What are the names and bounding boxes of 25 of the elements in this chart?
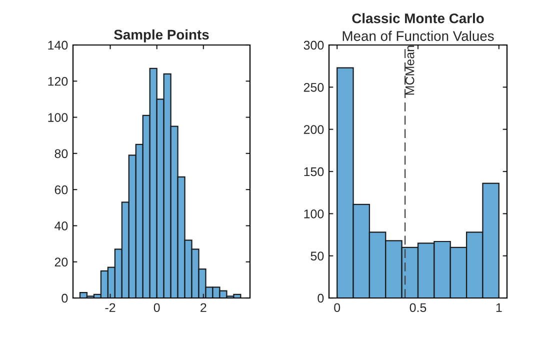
y-tick-label: 100 [304,209,324,218]
chart-subtitle: Mean of Function Values [342,30,494,41]
x-tick-label: 1 [496,303,502,312]
x-tick-label: 2 [200,303,206,312]
y-tick-label: 150 [304,167,324,176]
y-tick-label: 60 [54,185,68,194]
x-tick-label: 0 [154,303,160,312]
chart-title: Sample Points [114,29,209,42]
chart-title: Classic Monte Carlo [352,13,484,24]
y-tick-label: 120 [48,76,68,86]
y-tick-label: 50 [310,252,324,260]
y-tick-label: 250 [304,82,324,92]
y-tick-label: 20 [54,258,68,267]
x-tick-label: 0 [334,303,340,312]
ref-line-label: MCMean [405,46,414,95]
y-tick-label: 40 [54,222,68,230]
x-tick-label: 0.5 [410,303,426,312]
y-tick-label: 100 [48,113,68,122]
x-tick-label: -2 [105,303,116,312]
y-tick-label: 300 [304,40,324,50]
y-tick-label: 0 [62,294,68,303]
y-tick-label: 0 [318,294,324,303]
y-tick-label: 140 [48,40,68,50]
y-tick-label: 200 [304,125,324,134]
y-tick-label: 80 [54,149,68,158]
